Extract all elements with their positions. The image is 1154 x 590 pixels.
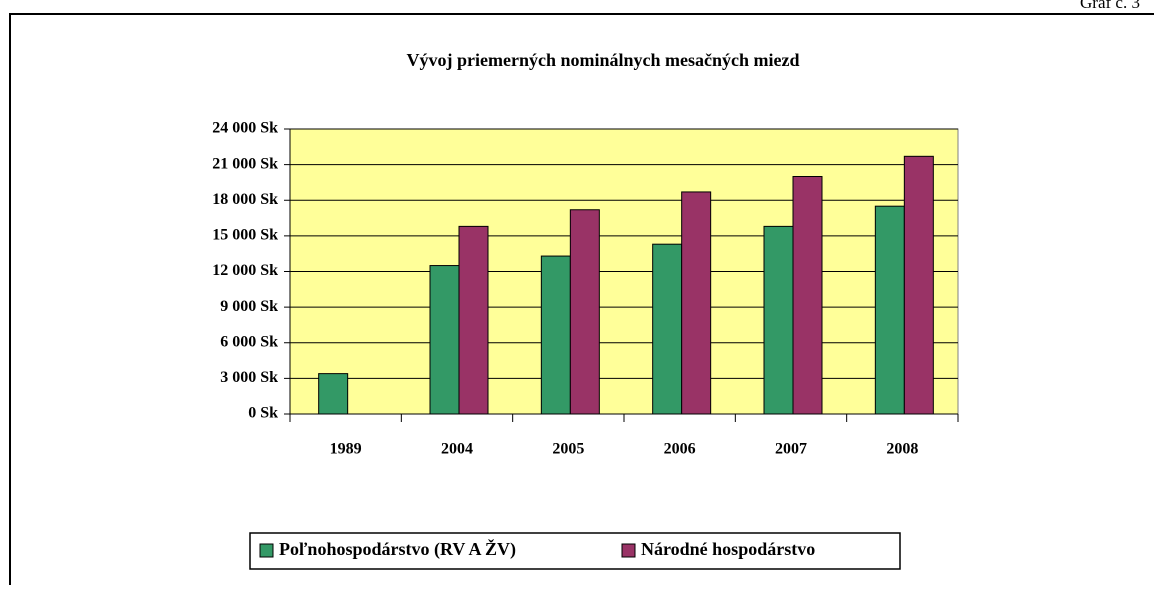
bar (874, 205, 905, 415)
x-tick-label: 2005 (552, 441, 584, 458)
legend-swatch (259, 543, 274, 558)
bar (569, 209, 600, 415)
x-tick-label: 2006 (664, 441, 696, 458)
bar (652, 243, 683, 415)
bar (540, 255, 571, 415)
bar (681, 191, 712, 415)
bar (763, 225, 794, 415)
y-tick-label: 15 000 Sk (212, 227, 278, 244)
y-tick-label: 21 000 Sk (212, 155, 278, 172)
x-tick-label: 2007 (775, 441, 807, 458)
bar (792, 176, 823, 415)
legend-label: Národné hospodárstvo (641, 539, 815, 559)
chart-title: Vývoj priemerných nominálnych mesačných … (407, 50, 800, 70)
bar (903, 155, 934, 415)
legend-label: Poľnohospodárstvo (RV A ŽV) (279, 538, 516, 560)
bar (429, 265, 460, 415)
y-tick-label: 18 000 Sk (212, 191, 278, 208)
x-tick-label: 1989 (330, 441, 362, 458)
bar (458, 225, 489, 415)
legend-swatch (621, 543, 636, 558)
x-tick-label: 2004 (441, 441, 473, 458)
y-tick-label: 24 000 Sk (212, 120, 278, 137)
y-tick-label: 6 000 Sk (220, 333, 278, 350)
bar (318, 373, 349, 415)
caption: Graf č. 3 (1080, 0, 1140, 12)
y-tick-label: 12 000 Sk (212, 262, 278, 279)
y-tick-label: 0 Sk (248, 405, 278, 422)
x-tick-label: 2008 (886, 441, 918, 458)
y-tick-label: 3 000 Sk (220, 369, 278, 386)
legend-box (249, 532, 901, 570)
y-tick-label: 9 000 Sk (220, 298, 278, 315)
